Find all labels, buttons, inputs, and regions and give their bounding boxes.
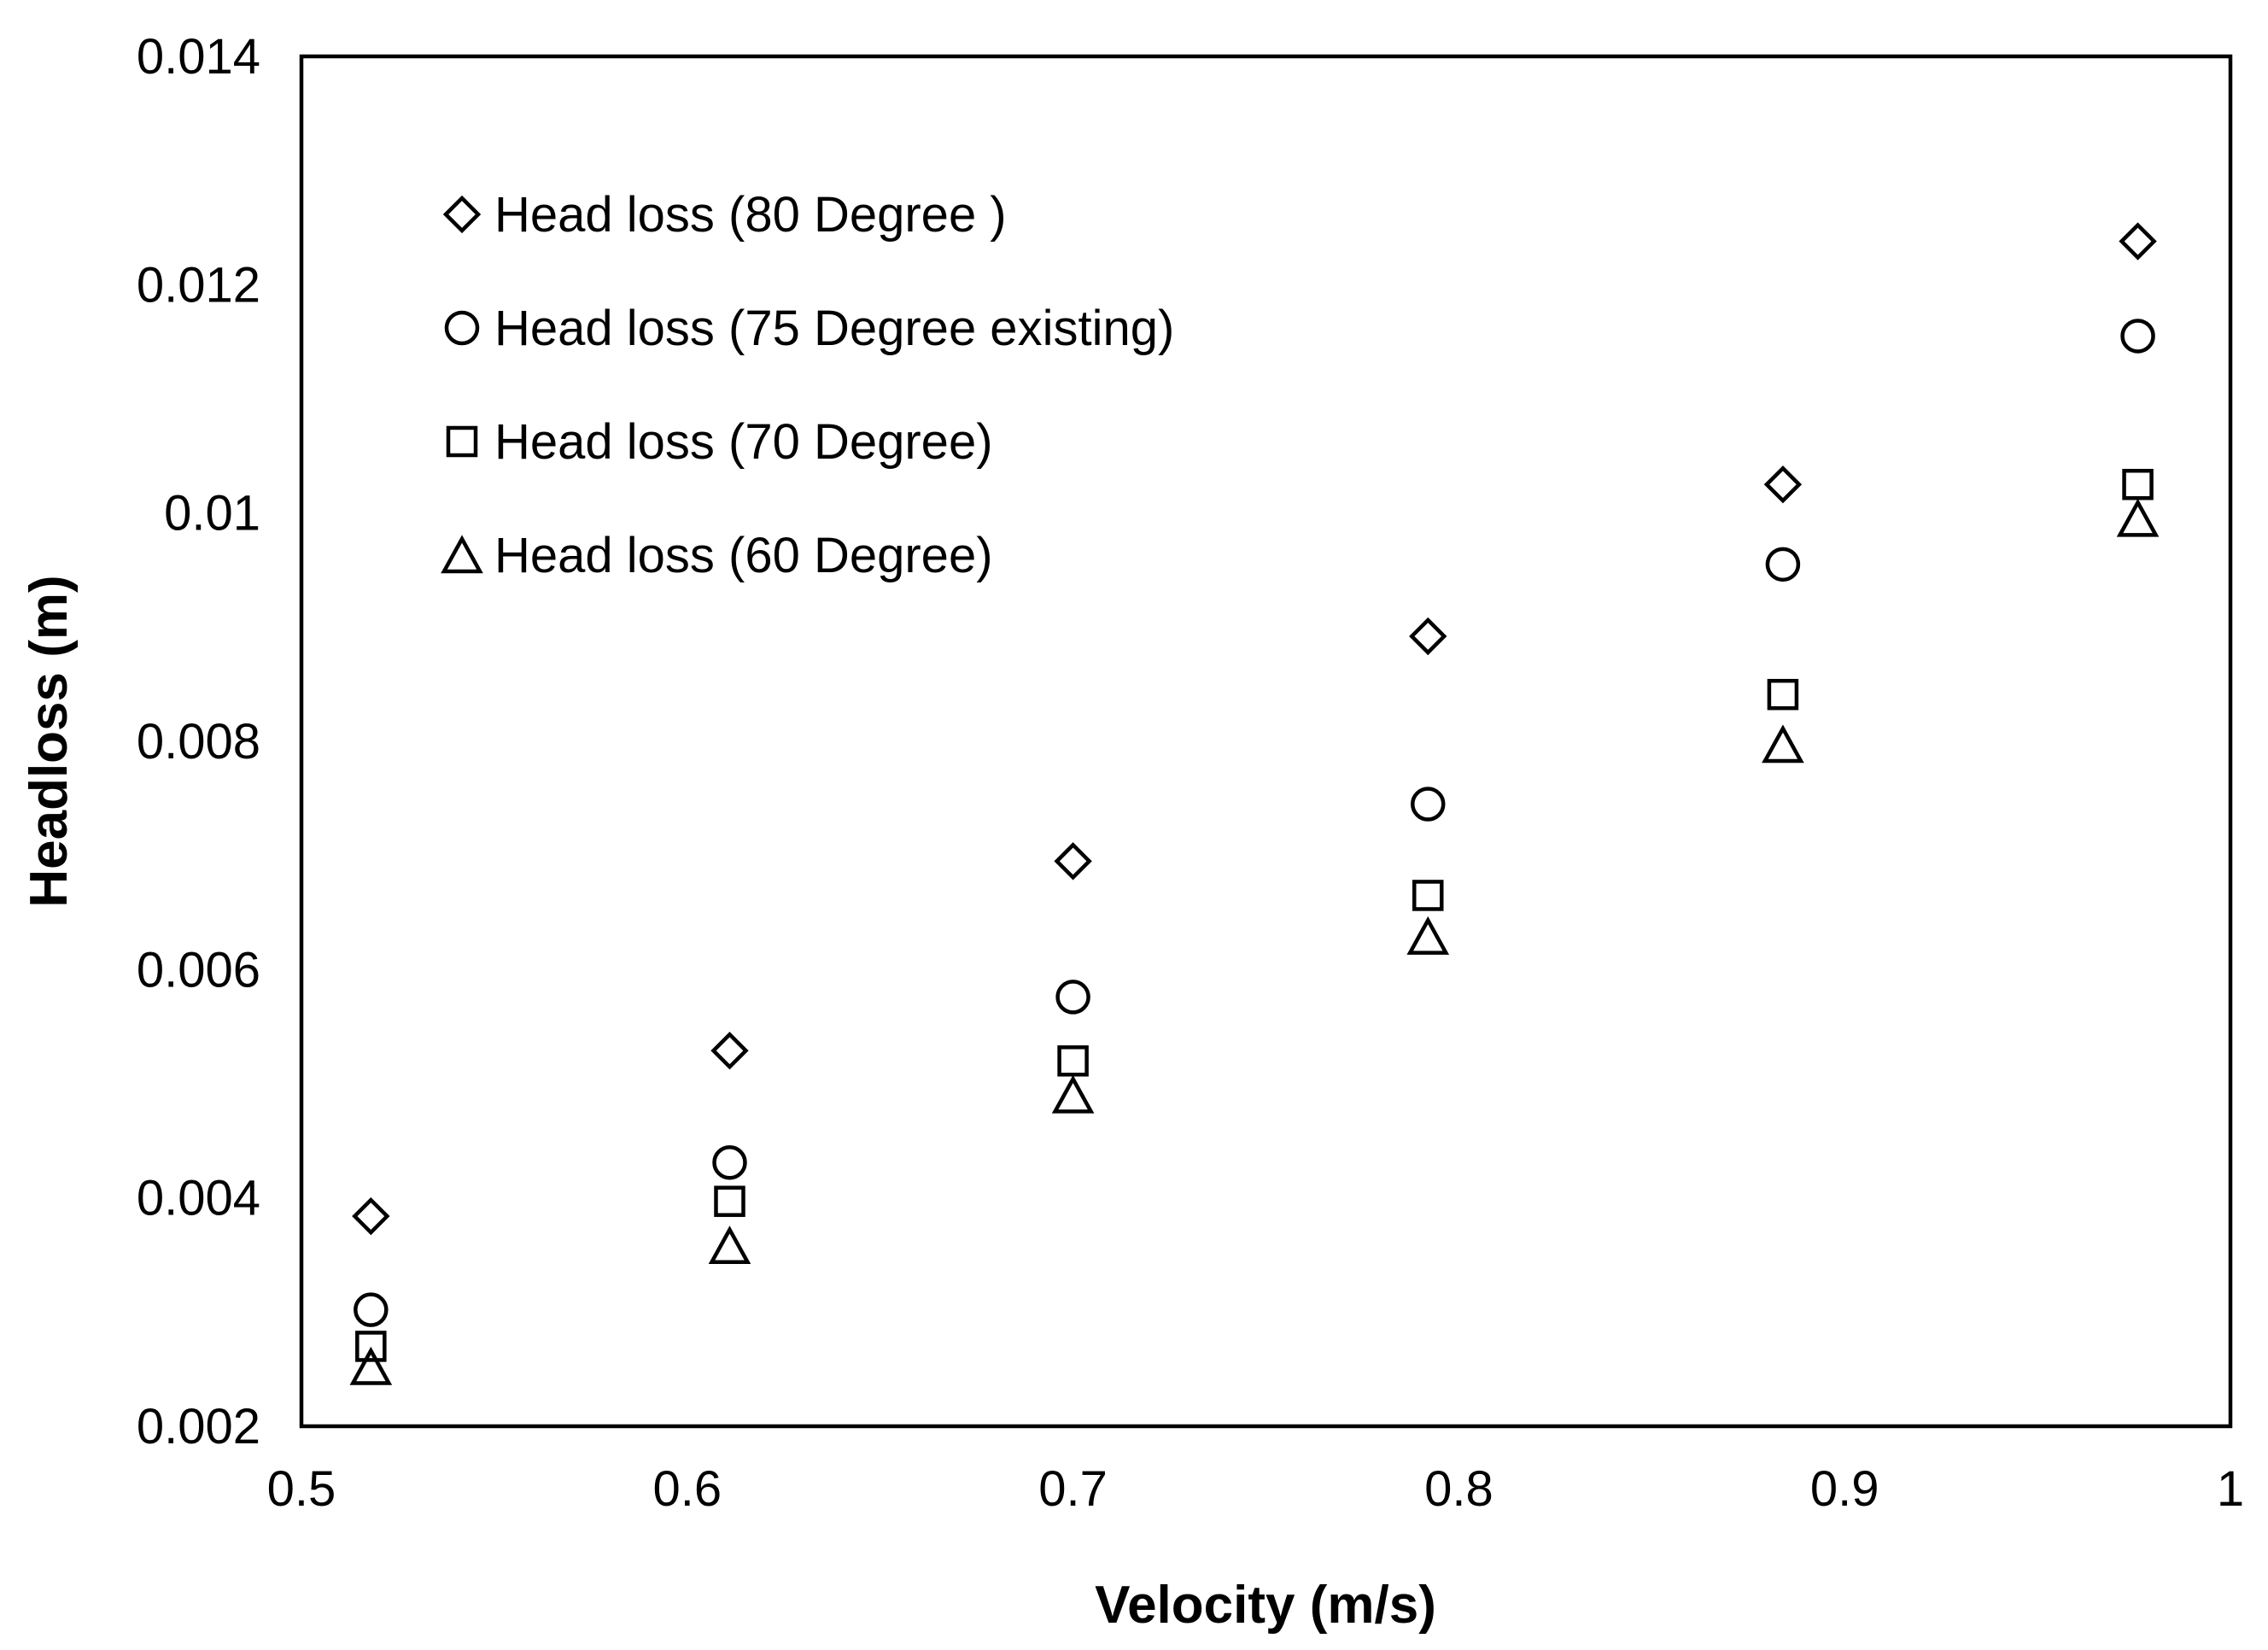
legend-label: Head loss (80 Degree ): [494, 187, 1007, 243]
data-point-square: [1767, 678, 1799, 711]
y-tick-label: 0.014: [137, 29, 260, 85]
data-point-circle: [1765, 547, 1801, 582]
data-point-circle: [354, 1292, 389, 1327]
data-point-square: [1412, 880, 1444, 911]
x-axis-ticks: 0.5 0.6 0.7 0.8 0.9 1: [267, 1461, 2244, 1517]
x-axis-title: Velocity (m/s): [1095, 1576, 1436, 1635]
legend-label: Head loss (75 Degree existing): [494, 301, 1174, 356]
data-point-triangle: [708, 1226, 751, 1265]
x-tick-label: 1: [2217, 1461, 2244, 1517]
legend-label: Head loss (60 Degree): [494, 528, 993, 583]
y-tick-label: 0.002: [137, 1399, 260, 1454]
data-point-circle: [2120, 319, 2155, 354]
data-point-triangle: [349, 1346, 393, 1385]
data-point-diamond: [1409, 617, 1447, 656]
data-point-diamond: [2119, 222, 2157, 260]
data-point-circle: [712, 1144, 747, 1180]
x-tick-label: 0.7: [1038, 1461, 1108, 1517]
y-tick-label: 0.01: [164, 486, 260, 541]
legend-label: Head loss (70 Degree): [494, 414, 993, 470]
y-tick-label: 0.004: [137, 1171, 260, 1226]
data-point-circle: [1055, 980, 1090, 1015]
data-point-square: [1057, 1045, 1089, 1077]
legend-marker-square: [446, 425, 478, 458]
data-points: [349, 222, 2160, 1385]
data-point-triangle: [2116, 498, 2160, 537]
data-point-square: [355, 1331, 387, 1362]
data-point-circle: [1411, 787, 1446, 822]
data-point-square: [2122, 469, 2154, 500]
plot-area-frame: [299, 54, 2233, 1429]
data-point-triangle: [1762, 724, 1804, 764]
x-tick-label: 0.6: [652, 1461, 722, 1517]
y-axis-title: Headloss (m): [20, 575, 79, 907]
data-point-diamond: [1054, 842, 1092, 881]
y-tick-label: 0.006: [137, 942, 260, 998]
legend-marker-triangle: [441, 535, 483, 574]
data-point-diamond: [1763, 465, 1803, 504]
data-point-triangle: [1406, 916, 1450, 955]
y-tick-label: 0.008: [137, 714, 260, 769]
chart-legend: Head loss (80 Degree ) Head loss (75 Degr…: [441, 187, 1174, 583]
data-point-triangle: [1051, 1074, 1095, 1114]
y-tick-label: 0.012: [137, 257, 260, 313]
x-tick-label: 0.8: [1424, 1461, 1493, 1517]
legend-marker-diamond: [442, 195, 482, 234]
data-point-square: [714, 1185, 745, 1217]
x-tick-label: 0.9: [1810, 1461, 1879, 1517]
legend-marker-circle: [444, 310, 480, 346]
data-point-diamond: [710, 1032, 749, 1070]
y-axis-ticks: 0.002 0.004 0.006 0.008 0.01 0.012 0.014: [137, 29, 260, 1454]
x-tick-label: 0.5: [267, 1461, 336, 1517]
data-point-diamond: [352, 1197, 390, 1236]
